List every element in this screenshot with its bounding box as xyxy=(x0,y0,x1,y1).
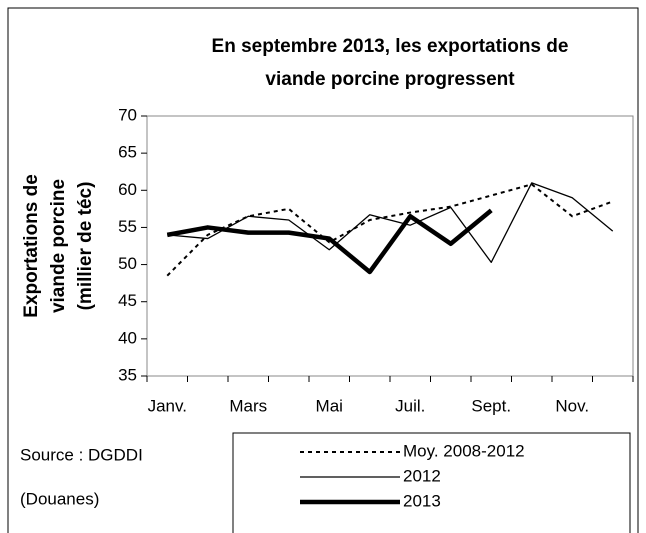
x-tick-label: Juil. xyxy=(395,396,425,415)
source: Source : DGDDI xyxy=(20,445,143,464)
y-tick-label: 35 xyxy=(118,365,137,384)
y-label-line: (millier de téc) xyxy=(75,182,96,311)
y-label-line: viande porcine xyxy=(48,179,69,313)
y-tick-label: 40 xyxy=(118,328,137,347)
y-tick-label: 60 xyxy=(118,180,137,199)
y-tick-label: 65 xyxy=(118,143,137,162)
y-tick-label: 55 xyxy=(118,217,137,236)
series-line xyxy=(166,183,614,277)
chart-title: viande porcine progressent xyxy=(265,69,515,90)
legend-label: 2013 xyxy=(403,491,441,510)
x-tick-label: Mars xyxy=(229,396,267,415)
y-label: Exportations de viande porcine (millier … xyxy=(21,174,96,318)
x-tick-label: Nov. xyxy=(555,396,589,415)
legend-label: Moy. 2008-2012 xyxy=(403,441,525,460)
source: (Douanes) xyxy=(20,489,99,508)
chart-title: En septembre 2013, les exportations de xyxy=(212,36,569,57)
x-tick-label: Mai xyxy=(316,396,343,415)
series-line xyxy=(166,208,493,275)
x-tick-label: Sept. xyxy=(471,396,511,415)
legend-label: 2012 xyxy=(403,466,441,485)
y-label-line: Exportations de xyxy=(21,174,42,318)
y-tick-label: 45 xyxy=(118,291,137,310)
legend xyxy=(232,432,631,533)
y-tick-label: 50 xyxy=(118,254,137,273)
x-tick-label: Janv. xyxy=(148,396,187,415)
frame xyxy=(7,7,639,533)
series-line xyxy=(167,182,614,263)
y-tick-label: 70 xyxy=(118,105,137,124)
